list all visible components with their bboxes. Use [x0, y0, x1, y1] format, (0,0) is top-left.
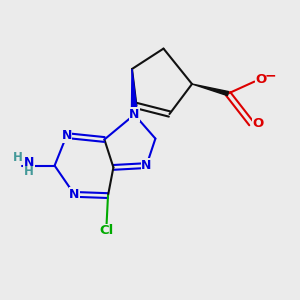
- Text: H: H: [13, 151, 23, 164]
- Text: −: −: [264, 68, 276, 82]
- Text: O: O: [255, 73, 267, 86]
- Text: H: H: [24, 165, 34, 178]
- Text: N: N: [129, 108, 140, 121]
- Text: N: N: [24, 156, 34, 169]
- Text: Cl: Cl: [99, 224, 114, 238]
- Text: N: N: [69, 188, 80, 201]
- Text: N: N: [141, 159, 152, 172]
- Polygon shape: [192, 84, 229, 96]
- Text: N: N: [61, 129, 72, 142]
- Polygon shape: [131, 69, 137, 115]
- Text: O: O: [252, 117, 264, 130]
